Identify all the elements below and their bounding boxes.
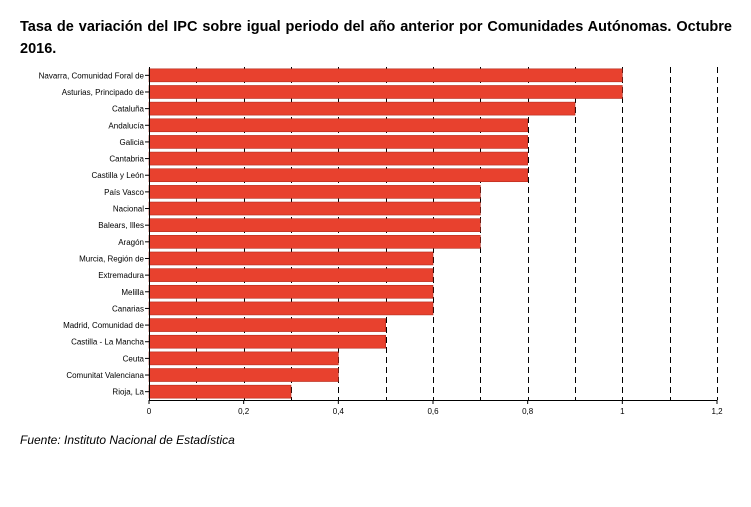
bar (148, 185, 481, 199)
bar (148, 334, 386, 349)
bar (148, 101, 576, 116)
bar (148, 368, 339, 382)
bar (148, 135, 528, 149)
bar (148, 68, 623, 83)
x-tick-label: 1 (620, 407, 625, 416)
bar (148, 168, 528, 183)
chart-title: Tasa de variación del IPC sobre igual pe… (20, 19, 732, 57)
x-tick-label: 0,4 (333, 407, 345, 416)
x-tick-label: 0,8 (522, 407, 534, 416)
grid-lines (196, 67, 718, 400)
bar (148, 301, 434, 316)
source-note: Fuente: Instituto Nacional de Estadístic… (20, 433, 235, 447)
category-label: País Vasco (104, 188, 144, 197)
bar (148, 268, 434, 282)
category-label: Extremadura (98, 271, 144, 280)
bar (148, 201, 481, 216)
category-label: Galicia (120, 138, 145, 147)
category-label: Nacional (113, 205, 144, 214)
bar (148, 118, 528, 133)
category-label: Comunitat Valenciana (66, 371, 144, 380)
x-tick-labels: 0 0,2 0,4 0,6 0,8 1 1,2 (147, 400, 723, 416)
category-label: Ceuta (123, 354, 145, 363)
category-label: Melilla (121, 288, 144, 297)
bar (148, 284, 434, 299)
x-tick-label: 1,2 (711, 407, 723, 416)
bar (148, 85, 623, 99)
category-labels: Navarra, Comunidad Foral de Asturias, Pri… (39, 71, 149, 397)
category-label: Cantabria (109, 155, 144, 164)
bar (148, 384, 292, 399)
category-label: Navarra, Comunidad Foral de (39, 71, 145, 80)
category-label: Canarias (112, 304, 144, 313)
category-label: Balears, Illes (98, 221, 144, 230)
category-label: Cataluña (112, 105, 145, 114)
category-label: Castilla y León (92, 171, 144, 180)
category-label: Andalucía (108, 121, 144, 130)
category-label: Madrid, Comunidad de (63, 321, 144, 330)
bar (148, 251, 434, 266)
x-tick-label: 0,2 (238, 407, 250, 416)
bar (148, 151, 528, 166)
bar (148, 218, 481, 232)
bars (148, 68, 623, 399)
category-label: Rioja, La (112, 388, 144, 397)
category-label: Asturias, Principado de (62, 88, 145, 97)
category-label: Murcia, Región de (79, 254, 144, 263)
bar (148, 351, 339, 366)
x-tick-label: 0,6 (427, 407, 439, 416)
x-tick-label: 0 (147, 407, 152, 416)
bar (148, 235, 481, 249)
bar (148, 318, 386, 332)
category-label: Aragón (118, 238, 144, 247)
category-label: Castilla - La Mancha (71, 338, 144, 347)
